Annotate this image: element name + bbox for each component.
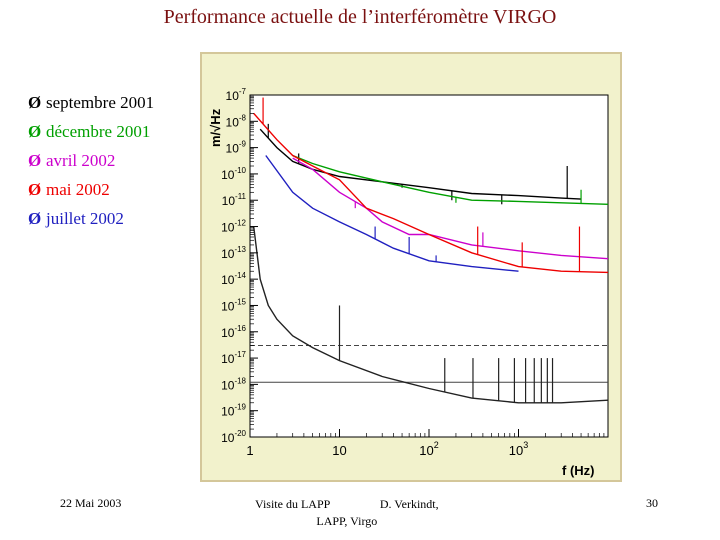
series-2 (292, 157, 609, 260)
arrow-bullet-icon: Ø (28, 122, 42, 141)
slide-title: Performance actuelle de l’interféromètre… (163, 6, 557, 28)
x-tick-label: 10 (332, 443, 346, 458)
series-line (265, 155, 519, 272)
series-layer (253, 97, 609, 404)
bullet-label: juillet 2002 (46, 209, 124, 228)
series-5 (253, 226, 609, 404)
series-4 (265, 155, 519, 272)
arrow-bullet-icon: Ø (28, 93, 42, 112)
arrow-bullet-icon: Ø (28, 180, 42, 199)
page-number: 30 (646, 496, 658, 510)
footer-author: D. Verkindt, (379, 497, 439, 511)
arrow-bullet-icon: Ø (28, 151, 42, 170)
footer-center-line1: Visite du LAPP (255, 497, 330, 511)
footer-center-line2: LAPP, Virgo (316, 514, 378, 528)
bullet-label: septembre 2001 (46, 93, 155, 112)
x-axis-label: f (Hz) (562, 463, 595, 478)
x-tick-label: 1 (246, 443, 253, 458)
series-1 (292, 154, 609, 205)
plot-area (249, 94, 609, 438)
sensitivity-chart: 10-710-810-910-1010-1110-1210-1310-1410-… (200, 52, 622, 482)
bullet-label: avril 2002 (46, 151, 116, 170)
series-line (253, 112, 609, 274)
series-line (292, 154, 609, 205)
footer-center: Visite du LAPP D. Verkindt, LAPP, Virgo (255, 496, 439, 530)
bullet-label: décembre 2001 (46, 122, 151, 141)
series-line (292, 157, 609, 260)
arrow-bullet-icon: Ø (28, 209, 42, 228)
footer-date: 22 Mai 2003 (60, 496, 122, 510)
series-3 (253, 97, 609, 274)
bullet-label: mai 2002 (46, 180, 110, 199)
y-axis-label: m/√Hz (208, 108, 223, 147)
